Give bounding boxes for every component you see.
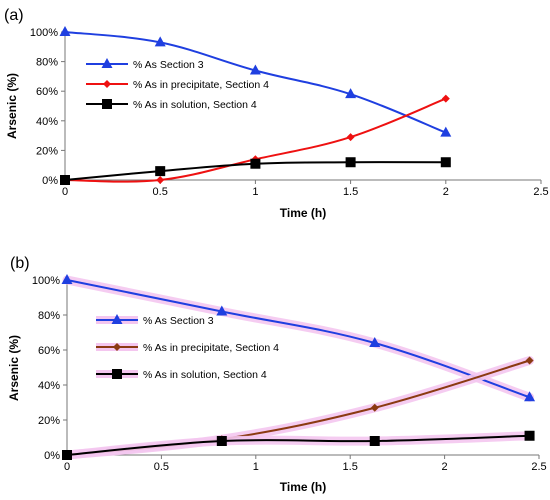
- x-tick-label: 2: [442, 461, 448, 473]
- data-point-as-section-3: [216, 305, 228, 316]
- data-point-as-in-precipitate-section-4: [346, 133, 355, 142]
- legend-marker-as-in-precipitate-section-4: [103, 80, 111, 88]
- legend-marker-as-in-solution-section-4: [112, 369, 122, 379]
- x-tick-label: 1: [252, 186, 258, 198]
- x-tick-label: 0.5: [153, 186, 168, 198]
- y-tick-label: 40%: [38, 380, 60, 392]
- chart-panel-a: (a) 0% 20% 40% 60% 80% 100% 0 0.5 1 1.5 2 2.5 Time (h…: [4, 7, 549, 220]
- data-point-as-section-3: [249, 64, 261, 75]
- data-point-as-in-solution-section-4: [345, 157, 356, 168]
- legend: % As Section 3 % As in precipitate, Secti…: [96, 314, 279, 381]
- x-tick-label: 0: [62, 186, 68, 198]
- data-point-as-section-3: [524, 391, 536, 402]
- data-point-as-in-solution-section-4: [440, 157, 451, 168]
- data-point-as-in-solution-section-4: [155, 166, 166, 177]
- x-tick-label: 1.5: [343, 186, 358, 198]
- data-point-as-section-3: [59, 26, 71, 36]
- series-line-as-in-precipitate-section-4: [64, 97, 447, 183]
- data-point-as-in-solution-section-4: [216, 436, 227, 446]
- x-tick-label: 1: [253, 461, 259, 473]
- y-tick-label: 80%: [36, 57, 58, 69]
- legend-marker-as-section-3: [101, 58, 113, 68]
- y-tick-label: 100%: [32, 275, 60, 287]
- legend-label: % As Section 3: [133, 59, 204, 71]
- y-tick-label: 80%: [38, 310, 60, 322]
- x-tick-label: 0: [64, 461, 70, 473]
- panel-label: (b): [10, 255, 30, 272]
- data-point-as-section-3: [440, 126, 452, 137]
- y-axis-title: Arsenic (%): [5, 73, 19, 139]
- y-tick-label: 20%: [38, 415, 60, 427]
- data-point-as-in-solution-section-4: [250, 158, 261, 169]
- series-line-as-section-3: [66, 279, 530, 399]
- x-tick-label: 2.5: [531, 461, 546, 473]
- legend: % As Section 3 % As in precipitate, Secti…: [86, 58, 269, 111]
- x-axis-title: Time (h): [280, 206, 326, 220]
- x-tick-label: 0.5: [154, 461, 169, 473]
- legend-label: % As in solution, Section 4: [143, 369, 267, 381]
- legend-marker-as-section-3: [111, 314, 123, 324]
- y-axis-title: Arsenic (%): [7, 335, 21, 401]
- y-tick-label: 20%: [36, 145, 58, 157]
- y-tick-label: 0%: [44, 450, 60, 462]
- legend-marker-as-in-precipitate-section-4: [113, 343, 121, 351]
- data-point-as-in-precipitate-section-4: [370, 403, 379, 412]
- legend-label: % As in precipitate, Section 4: [133, 79, 269, 91]
- legend-label: % As in precipitate, Section 4: [143, 342, 279, 354]
- data-point-as-in-solution-section-4: [369, 436, 380, 446]
- x-tick-label: 2: [443, 186, 449, 198]
- data-point-as-section-3: [154, 36, 166, 47]
- y-tick-label: 60%: [38, 345, 60, 357]
- data-point-as-in-solution-section-4: [524, 430, 535, 441]
- y-tick-label: 0%: [42, 175, 58, 187]
- x-tick-label: 1.5: [343, 461, 358, 473]
- x-tick-label: 2.5: [533, 186, 548, 198]
- series-line-as-in-solution-section-4: [66, 434, 530, 456]
- y-tick-label: 40%: [36, 116, 58, 128]
- data-point-as-in-solution-section-4: [62, 450, 72, 460]
- panel-label: (a): [4, 7, 24, 24]
- y-tick-label: 100%: [30, 27, 58, 39]
- x-axis-title: Time (h): [280, 480, 326, 494]
- data-point-as-section-3: [345, 88, 357, 99]
- data-point-as-in-precipitate-section-4: [525, 356, 534, 365]
- data-point-as-in-precipitate-section-4: [441, 94, 450, 103]
- y-tick-label: 60%: [36, 86, 58, 98]
- legend-marker-as-in-solution-section-4: [102, 99, 112, 109]
- chart-panel-b: (b) 0% 20% 40% 60% 80% 100% 0 0.5 1 1.5 2 2.5 Time (h…: [7, 255, 547, 494]
- data-point-as-in-solution-section-4: [60, 175, 70, 185]
- legend-label: % As in solution, Section 4: [133, 99, 257, 111]
- data-point-as-section-3: [61, 274, 73, 284]
- legend-label: % As Section 3: [143, 315, 214, 327]
- data-point-as-section-3: [369, 337, 381, 347]
- data-point-as-in-precipitate-section-4: [156, 176, 165, 184]
